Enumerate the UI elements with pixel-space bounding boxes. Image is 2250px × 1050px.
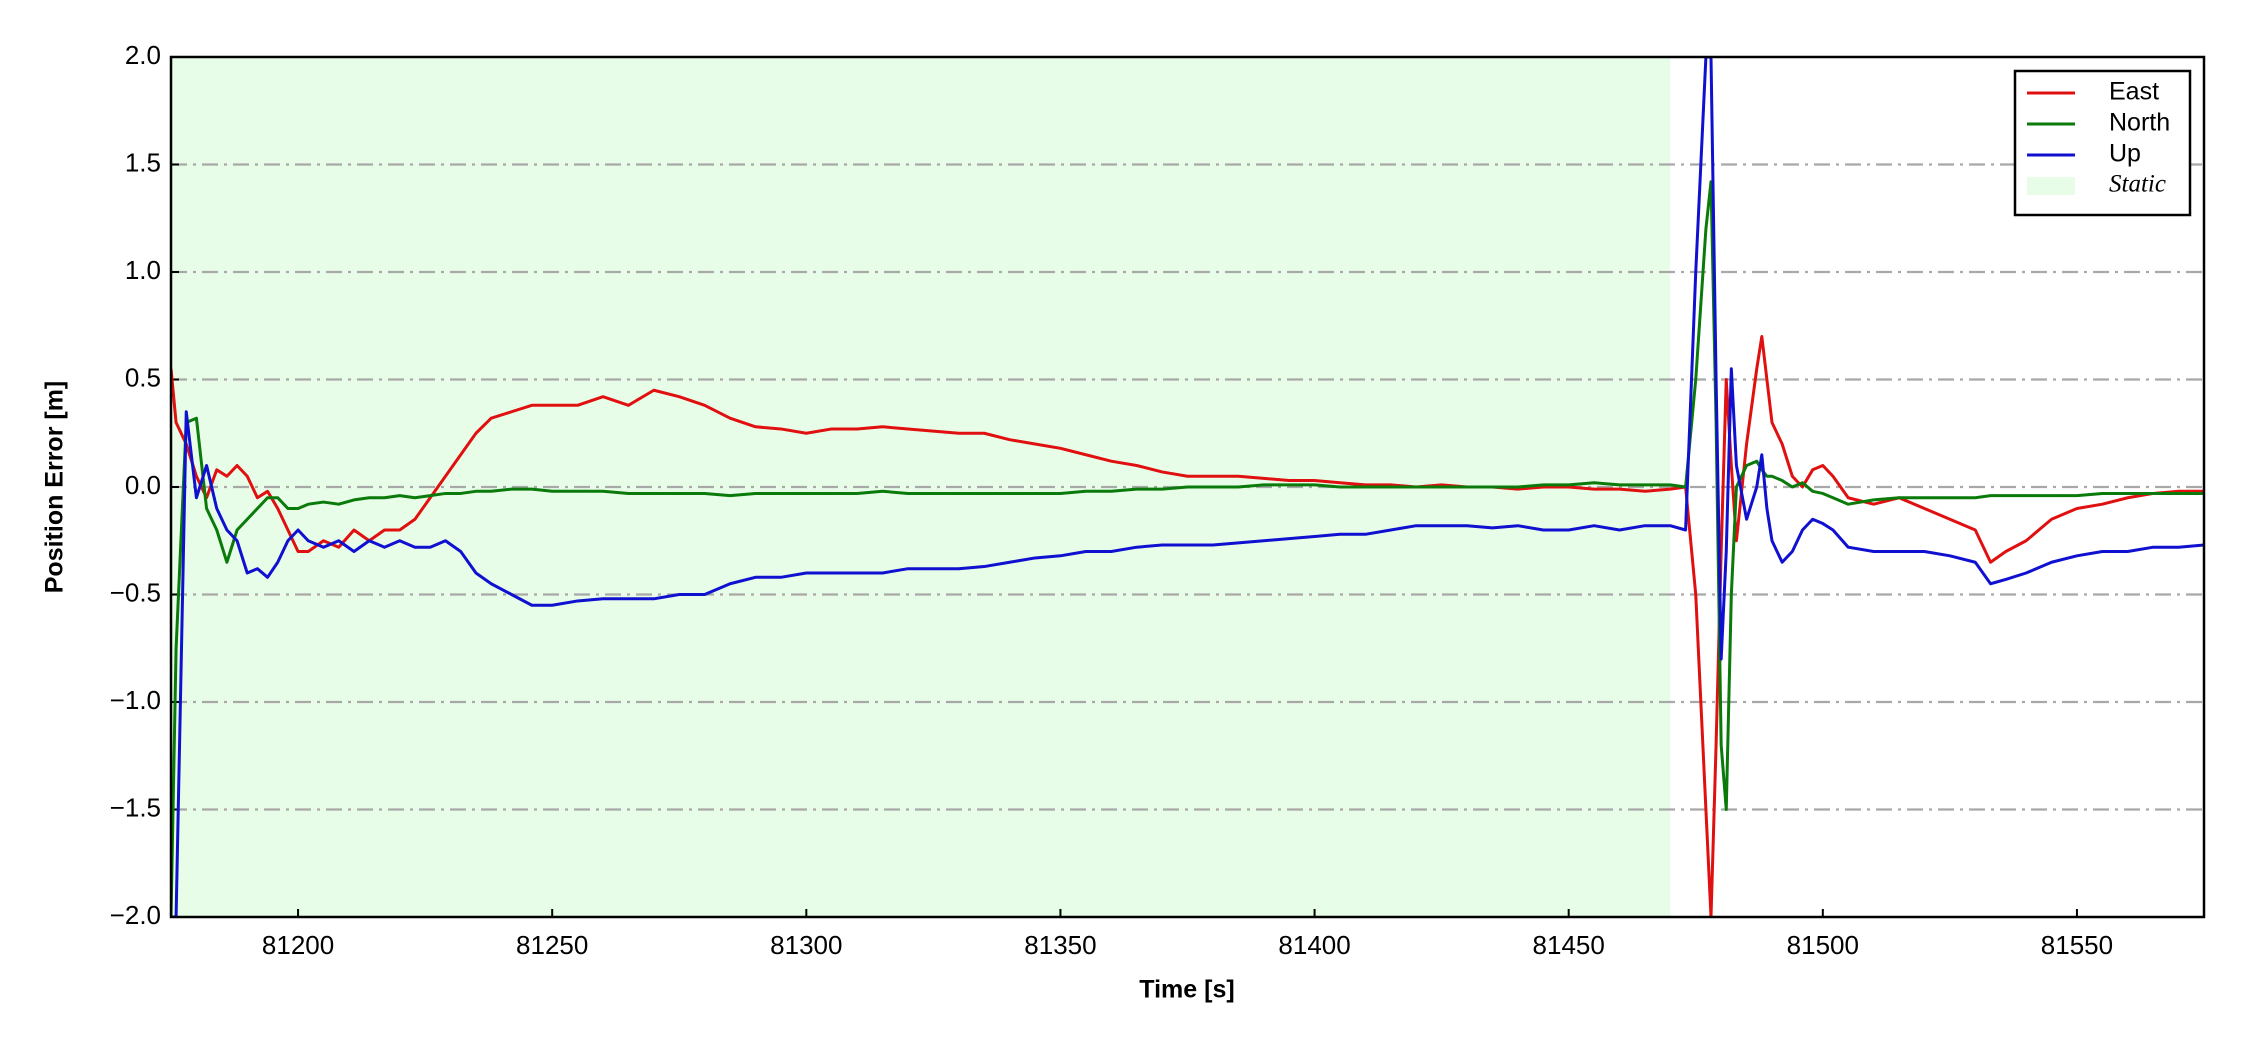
series-line xyxy=(171,180,2204,917)
y-tick-label: 1.0 xyxy=(125,255,161,285)
x-tick-label: 81550 xyxy=(2041,930,2113,960)
y-tick-label: −0.5 xyxy=(110,577,161,607)
x-axis-label: Time [s] xyxy=(1139,976,1234,1004)
legend-label: Up xyxy=(2109,140,2141,168)
y-axis-label: Position Error [m] xyxy=(41,381,69,594)
y-tick-label: 0.5 xyxy=(125,362,161,392)
series-line xyxy=(171,335,2204,917)
y-tick-label: −1.5 xyxy=(110,792,161,822)
series-group xyxy=(171,57,2204,917)
legend-swatch xyxy=(2027,177,2075,195)
legend-label: North xyxy=(2109,109,2170,137)
x-tick-label: 81250 xyxy=(516,930,588,960)
y-tick-label: −2.0 xyxy=(110,900,161,930)
x-tick-label: 81450 xyxy=(1533,930,1605,960)
y-tick-label: −1.0 xyxy=(110,685,161,715)
x-tick-label: 81200 xyxy=(262,930,334,960)
y-tick-label: 0.0 xyxy=(125,470,161,500)
x-tick-label: 81500 xyxy=(1787,930,1859,960)
y-tick-label: 2.0 xyxy=(125,40,161,70)
x-tick-label: 81300 xyxy=(770,930,842,960)
plot-frame xyxy=(169,55,2206,919)
y-tick-label: 1.5 xyxy=(125,147,161,177)
x-tick-label: 81400 xyxy=(1278,930,1350,960)
legend-label: East xyxy=(2109,78,2159,106)
series-line xyxy=(171,57,2204,917)
legend-label: Static xyxy=(2109,171,2166,198)
x-tick-label: 81350 xyxy=(1024,930,1096,960)
